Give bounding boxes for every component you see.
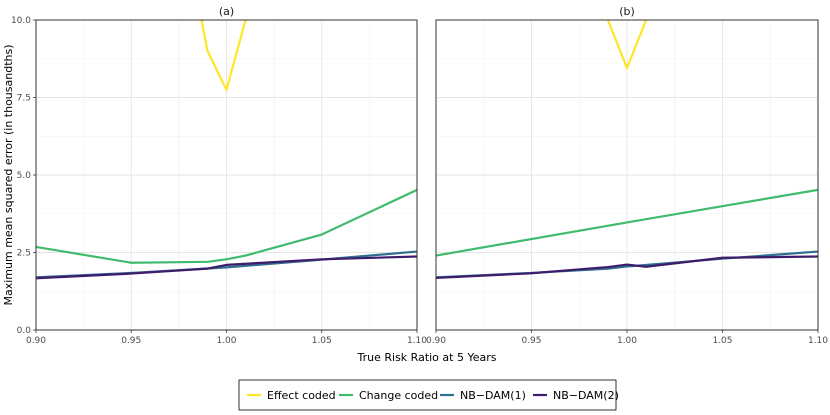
series-line-change-coded	[436, 188, 818, 257]
legend-label-nb-dam-2: NB−DAM(2)	[553, 389, 619, 402]
legend-box	[238, 379, 617, 411]
y-tick-label: 7.5	[17, 94, 31, 104]
x-tick-label: 1.00	[216, 336, 236, 346]
panel-b: (b) 0.90 0.95 1.00 1.05 1.10	[426, 5, 828, 346]
x-tick-label: 1.00	[617, 336, 637, 346]
x-tick-label: 0.90	[26, 336, 46, 346]
x-tick-label: 1.10	[407, 336, 427, 346]
series-line-nb-dam-2	[36, 255, 417, 280]
legend: Effect coded Change coded NB−DAM(1) NB−DAM(…	[238, 379, 619, 411]
x-tick-label: 1.10	[808, 336, 828, 346]
y-tick-label: 10.0	[11, 16, 31, 26]
series-line-effect-coded	[606, 20, 648, 70]
series-line-nb-dam-2	[436, 255, 818, 280]
x-tick-label: 0.95	[521, 336, 541, 346]
y-tick-label: 2.5	[17, 249, 31, 259]
x-tick-label: 0.90	[426, 336, 446, 346]
series-line-change-coded	[36, 188, 417, 264]
x-axis-title: True Risk Ratio at 5 Years	[357, 351, 497, 364]
x-tick-label: 1.05	[712, 336, 732, 346]
y-tick-label: 0.0	[17, 326, 32, 336]
y-axis-title: Maximum mean squared error (in thousandt…	[2, 44, 15, 305]
legend-label-nb-dam-1: NB−DAM(1)	[460, 389, 526, 402]
panel-a: (a) 0.90 0.95 1.00 1.05 1.10 0.0 2.5 5.0 7.5 10.0	[11, 5, 427, 346]
x-tick-label: 1.05	[312, 336, 332, 346]
x-tick-label: 0.95	[121, 336, 141, 346]
legend-label-effect-coded: Effect coded	[267, 389, 336, 402]
legend-label-change-coded: Change coded	[359, 389, 438, 402]
series-line-effect-coded	[200, 20, 247, 91]
panel-title: (a)	[219, 5, 234, 18]
panel-title: (b)	[619, 5, 635, 18]
y-tick-label: 5.0	[17, 171, 32, 181]
